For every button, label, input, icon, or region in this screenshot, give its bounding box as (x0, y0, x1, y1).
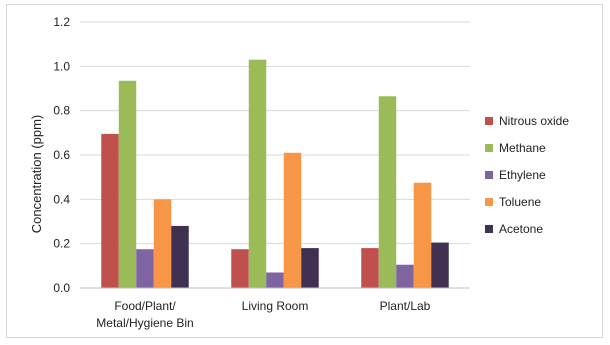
bar (153, 199, 172, 288)
y-tick-label: 0.6 (53, 148, 70, 162)
legend-label: Toluene (499, 195, 541, 209)
bars (101, 59, 449, 288)
legend-swatch (485, 117, 493, 125)
bar (431, 242, 449, 288)
bar (413, 182, 432, 288)
legend-label: Ethylene (499, 168, 546, 182)
y-tick-label: 0.2 (53, 237, 70, 251)
x-tick-label: Food/Plant/Metal/Hygiene Bin (96, 299, 193, 330)
x-tick-label: Plant/Lab (380, 299, 431, 313)
bar (283, 152, 302, 288)
legend-label: Acetone (499, 222, 543, 236)
y-tick-label: 0.4 (53, 192, 70, 206)
legend-label: Nitrous oxide (499, 114, 569, 128)
bar (396, 264, 414, 288)
bar (231, 249, 249, 288)
legend: Nitrous oxide Methane Ethylene Toluene Aceto… (485, 114, 569, 236)
bar (101, 133, 119, 288)
bar (171, 225, 189, 288)
legend-swatch (485, 225, 493, 233)
y-axis-label: Concentration (ppm) (29, 115, 44, 234)
y-tick-label: 1.0 (53, 59, 70, 73)
bar (378, 96, 397, 288)
bar (266, 272, 284, 288)
bar (248, 59, 267, 288)
y-tick-labels: 0.0 0.2 0.4 0.6 0.8 1.0 1.2 (53, 15, 70, 295)
y-tick-label: 1.2 (53, 15, 70, 29)
y-tick-label: 0.8 (53, 104, 70, 118)
legend-swatch (485, 144, 493, 152)
bar (301, 248, 319, 288)
bar (136, 249, 154, 288)
legend-swatch (485, 171, 493, 179)
x-tick-label: Living Room (242, 299, 309, 313)
bar (118, 80, 137, 288)
legend-label: Methane (499, 141, 546, 155)
bar (361, 248, 379, 288)
x-tick-labels: Food/Plant/Metal/Hygiene Bin Living Room P… (96, 299, 430, 330)
gridlines (80, 21, 470, 245)
legend-swatch (485, 198, 493, 206)
y-tick-label: 0.0 (53, 281, 70, 295)
